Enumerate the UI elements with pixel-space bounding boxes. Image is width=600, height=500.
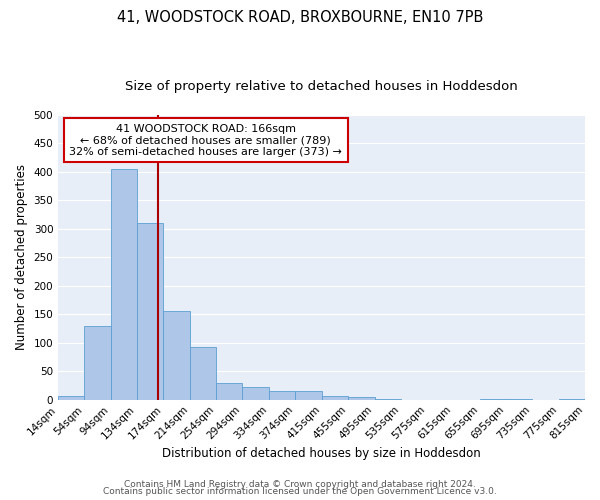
Bar [216,382,242,400]
Bar [322,396,348,400]
Text: 41 WOODSTOCK ROAD: 166sqm
← 68% of detached houses are smaller (789)
32% of semi: 41 WOODSTOCK ROAD: 166sqm ← 68% of detac… [69,124,342,156]
Bar [295,391,322,400]
Bar [480,399,506,400]
Y-axis label: Number of detached properties: Number of detached properties [15,164,28,350]
Bar [58,396,85,400]
Bar [269,391,295,400]
Title: Size of property relative to detached houses in Hoddesdon: Size of property relative to detached ho… [125,80,518,93]
X-axis label: Distribution of detached houses by size in Hoddesdon: Distribution of detached houses by size … [162,447,481,460]
Bar [242,387,269,400]
Bar [506,399,532,400]
Bar [163,312,190,400]
Bar [190,347,216,400]
Text: Contains HM Land Registry data © Crown copyright and database right 2024.: Contains HM Land Registry data © Crown c… [124,480,476,489]
Text: 41, WOODSTOCK ROAD, BROXBOURNE, EN10 7PB: 41, WOODSTOCK ROAD, BROXBOURNE, EN10 7PB [117,10,483,25]
Bar [85,326,111,400]
Bar [374,399,401,400]
Bar [348,397,374,400]
Bar [137,223,163,400]
Text: Contains public sector information licensed under the Open Government Licence v3: Contains public sector information licen… [103,488,497,496]
Bar [111,169,137,400]
Bar [559,399,585,400]
